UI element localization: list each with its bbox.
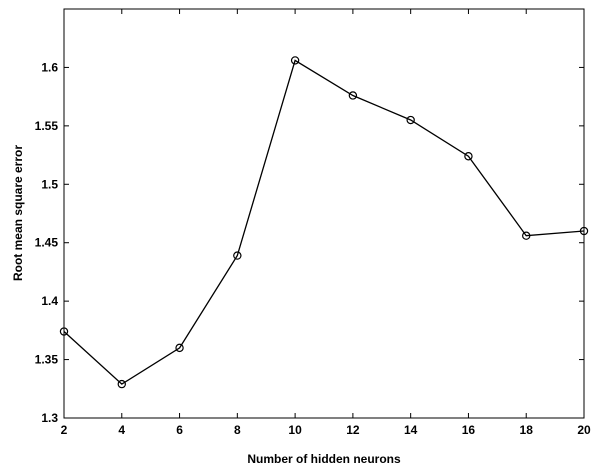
plot-area: [63, 8, 585, 419]
data-point-marker: [59, 327, 69, 336]
data-point-marker: [579, 226, 589, 236]
x-tick-labels: 2 4 6 8 10 12 14 16 18 20: [61, 423, 591, 437]
data-markers: [59, 56, 589, 389]
x-axis-title: Number of hidden neurons: [247, 452, 401, 466]
axis-ticks: [63, 9, 585, 419]
data-point-marker: [290, 56, 300, 65]
x-tick-label: 10: [288, 423, 302, 437]
data-point-marker: [117, 379, 126, 389]
data-point-marker: [406, 115, 415, 125]
y-tick-label: 1.5: [41, 177, 58, 191]
y-tick-label: 1.45: [35, 236, 59, 250]
x-tick-label: 12: [346, 423, 360, 437]
data-point-marker: [348, 91, 358, 100]
x-tick-label: 2: [61, 423, 68, 437]
x-tick-label: 4: [118, 423, 125, 437]
x-tick-label: 8: [234, 423, 241, 437]
series-line: [63, 59, 585, 385]
data-point-marker: [233, 251, 242, 260]
x-tick-label: 20: [577, 423, 591, 437]
x-tick-label: 16: [462, 423, 476, 437]
y-tick-label: 1.35: [35, 353, 59, 367]
y-tick-label: 1.55: [35, 119, 59, 133]
y-tick-label: 1.3: [41, 411, 58, 425]
y-tick-label: 1.4: [41, 294, 58, 308]
y-tick-label: 1.6: [41, 60, 58, 74]
x-tick-label: 14: [404, 423, 418, 437]
data-point-marker: [464, 152, 473, 161]
data-point-marker: [175, 343, 184, 353]
x-tick-label: 18: [520, 423, 534, 437]
x-tick-label: 6: [176, 423, 183, 437]
y-axis-title: Root mean square error: [11, 145, 25, 281]
y-tick-labels: 1.3 1.35 1.4 1.45 1.5 1.55 1.6: [35, 60, 59, 425]
data-point-marker: [522, 231, 531, 240]
